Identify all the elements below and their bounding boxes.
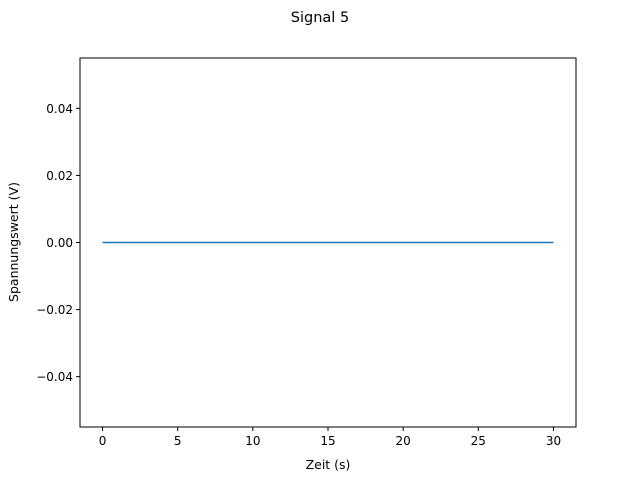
y-tick-label: 0.02: [46, 169, 73, 183]
x-tick-label: 15: [320, 434, 335, 448]
x-tick-label: 5: [174, 434, 182, 448]
y-tick-label: −0.02: [36, 303, 73, 317]
y-tick-label: −0.04: [36, 370, 73, 384]
x-tick-label: 25: [471, 434, 486, 448]
x-axis-label: Zeit (s): [306, 457, 351, 472]
x-axis: 0 5 10 15 20 25 30: [99, 427, 561, 448]
x-tick-label: 0: [99, 434, 107, 448]
x-tick-label: 20: [396, 434, 411, 448]
x-tick-label: 10: [245, 434, 260, 448]
chart-title: Signal 5: [291, 10, 349, 26]
y-tick-label: 0.04: [46, 102, 73, 116]
y-axis-label: Spannungswert (V): [6, 182, 21, 302]
y-axis: −0.04 −0.02 0.00 0.02 0.04: [36, 102, 80, 384]
x-tick-label: 30: [546, 434, 561, 448]
y-tick-label: 0.00: [46, 236, 73, 250]
